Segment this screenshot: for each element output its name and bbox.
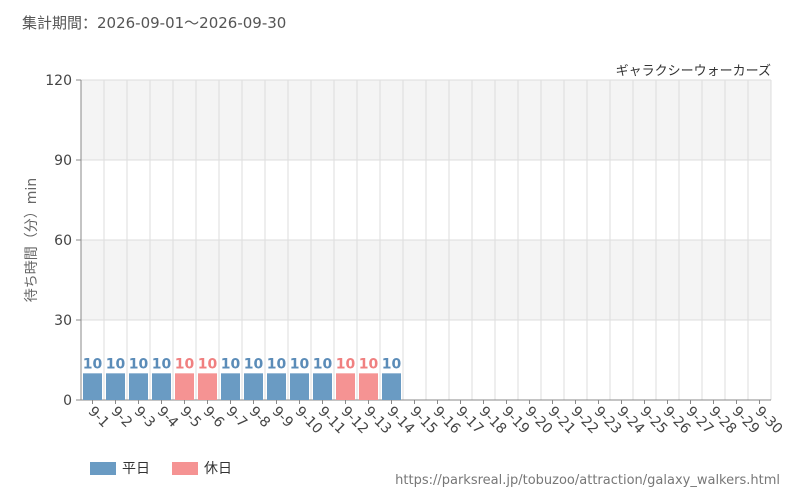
bar [382,373,401,400]
axes [76,79,771,404]
legend: 平日 休日 [90,458,232,478]
bar [221,373,240,400]
x-tick-label: 9-6 [200,404,228,432]
bar-value-label: 10 [83,356,103,372]
bar-value-label: 10 [267,356,287,372]
x-tick-label: 9-5 [177,404,204,431]
bar-value-label: 10 [244,356,264,372]
y-tick-label: 0 [63,393,72,409]
x-tick-label: 9-2 [108,404,135,431]
legend-holiday-label: 休日 [204,461,232,477]
bar [313,373,332,400]
x-tick-label: 9-8 [246,404,273,431]
bar [244,373,263,400]
bar-labels: 10 10 10 10 10 10 10 10 10 10 10 10 10 10 [83,356,402,372]
bar [175,373,194,400]
bar-value-label: 10 [221,356,241,372]
bar-value-label: 10 [359,356,379,372]
x-tick-label: 9-9 [269,404,296,431]
bar [106,373,125,400]
legend-weekday-label: 平日 [122,461,150,477]
y-tick-label: 90 [54,153,72,169]
legend-weekday: 平日 [90,458,150,478]
bar-value-label: 10 [106,356,126,372]
bars [83,373,401,400]
collection-period: 集計期間：2026-09-01～2026-09-30 [22,14,287,32]
y-tick-labels: 0 30 60 90 120 [45,73,72,409]
x-tick-labels: 9-19-29-39-49-59-69-79-89-99-109-119-129… [85,404,786,438]
bar-value-label: 10 [175,356,195,372]
bar-value-label: 10 [313,356,333,372]
bar-value-label: 10 [152,356,172,372]
y-axis-label: 待ち時間（分）min [24,178,40,302]
legend-holiday: 休日 [172,458,232,478]
bar [336,373,355,400]
bar-value-label: 10 [336,356,356,372]
bar [152,373,171,400]
bar-value-label: 10 [129,356,149,372]
x-tick-label: 9-7 [223,404,250,431]
bar [267,373,286,400]
holiday-swatch [172,461,198,475]
bar [198,373,217,400]
bar [290,373,309,400]
y-tick-label: 30 [54,313,72,329]
bar [83,373,102,400]
weekday-swatch [90,461,116,475]
y-tick-label: 120 [45,73,72,89]
bar-value-label: 10 [290,356,310,372]
x-tick-label: 9-1 [85,404,112,431]
source-url[interactable]: https://parksreal.jp/tobuzoo/attraction/… [395,473,780,488]
x-tick-label: 9-4 [154,404,182,432]
bar-value-label: 10 [198,356,218,372]
x-tick-label: 9-3 [131,404,158,431]
bar [129,373,148,400]
bar-value-label: 10 [382,356,402,372]
chart-title: ギャラクシーウォーカーズ [615,64,771,79]
bar [359,373,378,400]
y-tick-label: 60 [54,233,72,249]
